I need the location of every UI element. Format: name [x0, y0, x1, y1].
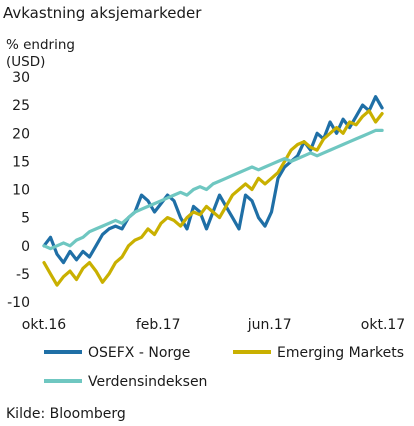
x-tick-label: okt.16: [22, 317, 67, 333]
y-tick-label: 0: [21, 239, 30, 255]
y-tick-label: 20: [12, 126, 30, 142]
y-tick-label: 15: [12, 154, 30, 170]
series-line-1: [42, 95, 384, 265]
y-tick-label: 30: [12, 70, 30, 86]
y-tick-label: 5: [21, 211, 30, 227]
legend: OSEFX - Norge Emerging Markets Verdensinde…: [44, 345, 404, 390]
chart-title: Avkastning aksjemarkeder: [3, 4, 202, 22]
legend-label: Emerging Markets: [277, 345, 404, 361]
x-tick-label: okt.17: [361, 317, 405, 333]
legend-label: Verdensindeksen: [88, 374, 207, 390]
x-tick-label: feb.17: [136, 317, 181, 333]
legend-label: OSEFX - Norge: [88, 345, 190, 361]
y-tick-label: 10: [12, 183, 30, 199]
y-tick-label: -5: [16, 267, 30, 283]
x-axis-ticks: okt.16 feb.17 jun.17 okt.17: [22, 317, 405, 333]
y-tick-label: -10: [7, 295, 30, 311]
plot-area: [42, 95, 384, 287]
x-tick-label: jun.17: [247, 317, 292, 333]
series-line-2: [42, 109, 384, 287]
y-tick-label: 25: [12, 98, 30, 114]
series-line-3: [42, 128, 384, 251]
y-axis-label-line2: (USD): [6, 54, 45, 70]
y-axis-label-line1: % endring: [6, 37, 75, 53]
y-axis-ticks: -10 -5 0 5 10 15 20 25 30: [7, 70, 30, 311]
source-note: Kilde: Bloomberg: [6, 406, 126, 422]
